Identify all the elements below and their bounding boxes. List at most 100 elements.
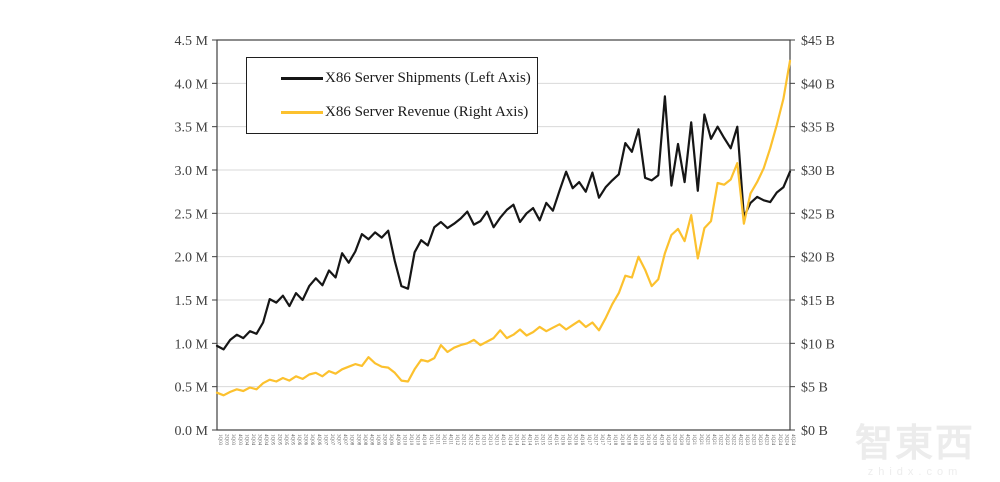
right-axis-label: $25 B [801, 207, 835, 222]
x-axis-label: 1Q13 [480, 434, 485, 446]
x-axis-label: 2Q18 [619, 434, 624, 446]
x-axis-label: 2Q08 [355, 434, 360, 446]
x-axis-label: 3Q04 [257, 434, 262, 446]
legend-item-revenue[interactable]: X86 Server Revenue (Right Axis) [281, 104, 537, 121]
right-axis-label: $35 B [801, 121, 835, 136]
x-axis-label: 3Q18 [625, 434, 630, 446]
x-axis-label: 3Q09 [388, 434, 393, 446]
x-axis-label: 4Q19 [658, 434, 663, 446]
x-axis-label: 1Q07 [322, 434, 327, 446]
left-axis-label: 4.5 M [175, 34, 209, 49]
x-axis-label: 2Q17 [592, 434, 597, 446]
left-axis-label: 3.5 M [175, 121, 209, 136]
x-axis-label: 3Q13 [494, 434, 499, 446]
left-axis-label: 2.0 M [175, 251, 209, 266]
x-axis-label: 4Q15 [553, 434, 558, 446]
x-axis-label: 2Q24 [777, 434, 782, 446]
x-axis-label: 3Q15 [546, 434, 551, 446]
plot-border [216, 39, 791, 431]
x-axis-label: 3Q08 [362, 434, 367, 446]
x-axis-label: 1Q18 [612, 434, 617, 446]
x-axis-label: 2Q11 [434, 434, 439, 445]
x-axis-label: 4Q24 [790, 434, 795, 446]
x-axis-label: 1Q15 [533, 434, 538, 446]
x-axis-label: 3Q12 [467, 434, 472, 446]
x-axis-label: 1Q19 [639, 434, 644, 446]
x-axis-label: 1Q24 [770, 434, 775, 446]
x-axis-label: 3Q14 [520, 434, 525, 446]
x-axis-label: 2Q03 [224, 434, 229, 446]
left-axis-label: 0.5 M [175, 381, 209, 396]
x-axis-label: 1Q14 [507, 434, 512, 446]
x-axis-label: 4Q23 [764, 434, 769, 446]
x-axis-label: 3Q24 [783, 434, 788, 446]
x-axis-label: 1Q05 [270, 434, 275, 446]
x-axis-label: 4Q11 [448, 434, 453, 445]
shipments-line-swatch [281, 77, 323, 81]
x-axis-label: 2Q14 [513, 434, 518, 446]
x-axis-label: 4Q20 [685, 434, 690, 446]
right-axis-label: $5 B [801, 381, 828, 396]
x-axis-label: 4Q18 [632, 434, 637, 446]
x-axis-label: 2Q12 [461, 434, 466, 446]
left-axis-label: 3.0 M [175, 164, 209, 179]
right-axis-label: $20 B [801, 251, 835, 266]
x-axis-label: 2Q04 [250, 434, 255, 446]
x-axis-label: 4Q10 [421, 434, 426, 446]
x-axis-label: 3Q16 [573, 434, 578, 446]
right-axis-label: $30 B [801, 164, 835, 179]
legend-label-revenue: X86 Server Revenue (Right Axis) [325, 103, 529, 120]
x-axis-label: 4Q17 [606, 434, 611, 446]
x-axis-label: 2Q21 [698, 434, 703, 446]
x-axis-label: 2Q06 [303, 434, 308, 446]
right-axis-label: $0 B [801, 424, 828, 439]
x-axis-label: 4Q22 [737, 434, 742, 446]
x-axis-label: 3Q03 [230, 434, 235, 446]
x-axis-label: 3Q21 [704, 434, 709, 446]
x-axis-label: 2Q22 [724, 434, 729, 446]
x-axis-label: 2Q23 [750, 434, 755, 446]
x-axis-label: 2Q15 [540, 434, 545, 446]
x-axis-label: 4Q16 [579, 434, 584, 446]
x-axis-label: 1Q09 [375, 434, 380, 446]
left-axis-label: 2.5 M [175, 207, 209, 222]
x-axis-label: 4Q08 [368, 434, 373, 446]
x-axis-label: 1Q20 [665, 434, 670, 446]
x-axis-label: 3Q11 [441, 434, 446, 445]
x-axis-label: 1Q03 [217, 434, 222, 446]
right-axis-label: $45 B [801, 34, 835, 49]
x-axis-label: 2Q13 [487, 434, 492, 446]
revenue-line [215, 59, 792, 397]
x-axis-label: 4Q04 [263, 434, 268, 446]
x-axis-label: 4Q03 [237, 434, 242, 446]
x-axis-label: 1Q08 [349, 434, 354, 446]
x-axis-label: 1Q17 [586, 434, 591, 446]
right-axis-label: $15 B [801, 294, 835, 309]
x-axis-label: 2Q09 [382, 434, 387, 446]
x-axis-label: 4Q21 [711, 434, 716, 446]
shipments-line [215, 95, 792, 351]
x-axis-label: 3Q10 [415, 434, 420, 446]
legend-label-shipments: X86 Server Shipments (Left Axis) [325, 70, 531, 87]
legend: X86 Server Shipments (Left Axis) X86 Ser… [246, 57, 538, 134]
legend-item-shipments[interactable]: X86 Server Shipments (Left Axis) [281, 70, 537, 87]
x-axis-label: 2Q19 [645, 434, 650, 446]
x-axis-label: 1Q23 [744, 434, 749, 446]
x-axis-label: 4Q12 [474, 434, 479, 446]
x-axis-label: 3Q23 [757, 434, 762, 446]
right-axis-label: $10 B [801, 337, 835, 352]
x-axis-label: 1Q04 [243, 434, 248, 446]
x-axis-label: 3Q07 [336, 434, 341, 446]
left-axis-label: 0.0 M [175, 424, 209, 439]
x-axis-label: 3Q20 [678, 434, 683, 446]
x-axis-label: 2Q10 [408, 434, 413, 446]
x-axis-label: 1Q10 [401, 434, 406, 446]
x-axis-label: 4Q05 [289, 434, 294, 446]
x-axis-label: 4Q13 [500, 434, 505, 446]
x-axis-label: 1Q11 [428, 434, 433, 445]
left-axis-label: 1.0 M [175, 337, 209, 352]
watermark-url-text: zhidx.com [867, 466, 963, 478]
x-axis-label: 3Q17 [599, 434, 604, 446]
